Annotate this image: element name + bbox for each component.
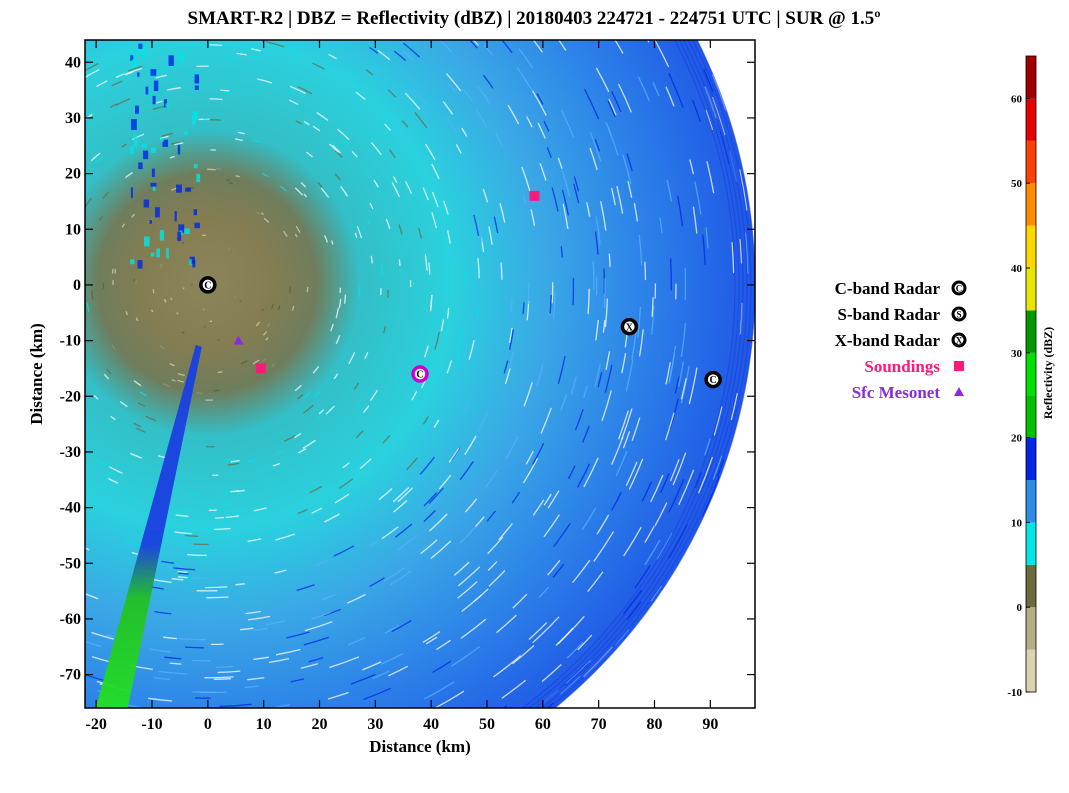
beam-spike bbox=[95, 344, 202, 708]
y-tick-label: 0 bbox=[73, 277, 81, 294]
x-tick-label: 90 bbox=[702, 716, 718, 733]
y-tick-label: -30 bbox=[60, 444, 81, 461]
colorbar-tick-label: 50 bbox=[1011, 178, 1023, 190]
x-tick-label: 10 bbox=[256, 716, 272, 733]
colorbar-tick-label: 40 bbox=[1011, 263, 1023, 275]
colorbar: -10 0 10 20 30 40 50 60 bbox=[1007, 55, 1037, 699]
plot-frame bbox=[84, 39, 756, 709]
colorbar-bin bbox=[1026, 310, 1036, 353]
legend-label: Sfc Mesonet bbox=[852, 383, 941, 402]
x-tick-label: 30 bbox=[367, 716, 383, 733]
y-tick-label: 30 bbox=[65, 110, 81, 127]
svg-text:C: C bbox=[416, 370, 423, 381]
x-tick-label: 50 bbox=[479, 716, 495, 733]
colorbar-tick-label: 20 bbox=[1011, 433, 1023, 445]
y-axis-label: Distance (km) bbox=[27, 323, 46, 425]
legend-radar-icon: X bbox=[951, 332, 967, 348]
x-tick-label: 20 bbox=[312, 716, 328, 733]
sounding-marker bbox=[255, 363, 266, 374]
colorbar-tick-label: -10 bbox=[1007, 687, 1022, 699]
colorbar-tick-label: 10 bbox=[1011, 517, 1023, 529]
colorbar-bin bbox=[1026, 522, 1036, 565]
colorbar-bin bbox=[1026, 395, 1036, 438]
colorbar-tick-label: 30 bbox=[1011, 348, 1023, 360]
colorbar-bin bbox=[1026, 352, 1036, 396]
colorbar-frame bbox=[1025, 55, 1037, 693]
colorbar-bin bbox=[1026, 225, 1036, 268]
y-tick-label: 10 bbox=[65, 221, 81, 238]
colorbar-bin bbox=[1026, 564, 1036, 608]
colorbar-bin bbox=[1026, 56, 1036, 99]
plot-area bbox=[85, 40, 755, 708]
legend: C-band Radar C S-band Radar S X-band Radar X S… bbox=[835, 279, 967, 402]
legend-label: X-band Radar bbox=[835, 331, 941, 350]
colorbar-bin bbox=[1026, 183, 1036, 226]
svg-text:X: X bbox=[626, 322, 634, 333]
x-tick-label: -10 bbox=[141, 716, 162, 733]
legend-label: C-band Radar bbox=[835, 279, 941, 298]
y-tick-label: -40 bbox=[60, 500, 81, 517]
marker-layer: C C C X bbox=[199, 190, 722, 389]
svg-text:C: C bbox=[204, 281, 211, 292]
legend-triangle-icon bbox=[954, 387, 964, 396]
y-tick-label: 20 bbox=[65, 166, 81, 183]
y-tick-label: -10 bbox=[60, 333, 81, 350]
y-tick-label: -20 bbox=[60, 388, 81, 405]
legend-radar-icon: S bbox=[951, 306, 967, 322]
c-band-band-radar-marker: C bbox=[411, 365, 429, 383]
x-tick-label: 60 bbox=[535, 716, 551, 733]
svg-text:S: S bbox=[956, 309, 961, 319]
reflectivity-field bbox=[85, 40, 755, 708]
chart-title: SMART-R2 | DBZ = Reflectivity (dBZ) | 20… bbox=[188, 8, 881, 29]
x-tick-label: 80 bbox=[647, 716, 663, 733]
colorbar-tick-label: 0 bbox=[1017, 602, 1023, 614]
colorbar-tick-label: 60 bbox=[1011, 93, 1023, 105]
legend-square-icon bbox=[954, 361, 964, 371]
colorbar-bin bbox=[1026, 437, 1036, 480]
y-tick-label: -50 bbox=[60, 555, 81, 572]
axes: -20 -10 0 10 20 30 40 50 60 70 80 90 40 30 20 10 0 -10 -20… bbox=[60, 40, 755, 733]
colorbar-bin bbox=[1026, 480, 1036, 523]
legend-label: S-band Radar bbox=[837, 305, 940, 324]
svg-text:C: C bbox=[956, 283, 963, 293]
x-tick-label: -20 bbox=[86, 716, 107, 733]
colorbar-bin bbox=[1026, 649, 1036, 692]
sounding-marker bbox=[529, 190, 540, 201]
y-tick-label: 40 bbox=[65, 54, 81, 71]
y-tick-label: -70 bbox=[60, 667, 81, 684]
colorbar-bin bbox=[1026, 607, 1036, 650]
svg-text:C: C bbox=[710, 375, 717, 386]
colorbar-bin bbox=[1026, 98, 1036, 141]
x-tick-label: 40 bbox=[423, 716, 439, 733]
colorbar-bin bbox=[1026, 140, 1036, 184]
legend-radar-icon: C bbox=[951, 280, 967, 296]
colorbar-label: Reflectivity (dBZ) bbox=[1041, 327, 1055, 419]
mesonet-marker bbox=[233, 335, 244, 345]
x-tick-label: 70 bbox=[591, 716, 607, 733]
x-tick-label: 0 bbox=[204, 716, 212, 733]
c-band-band-radar-marker: C bbox=[704, 370, 722, 389]
legend-label: Soundings bbox=[864, 357, 940, 376]
c-band-band-radar-marker: C bbox=[199, 276, 217, 294]
y-tick-label: -60 bbox=[60, 611, 81, 628]
x-axis-label: Distance (km) bbox=[369, 737, 471, 756]
svg-text:X: X bbox=[956, 335, 963, 345]
colorbar-bin bbox=[1026, 268, 1036, 311]
x-band-band-radar-marker: X bbox=[620, 317, 639, 336]
